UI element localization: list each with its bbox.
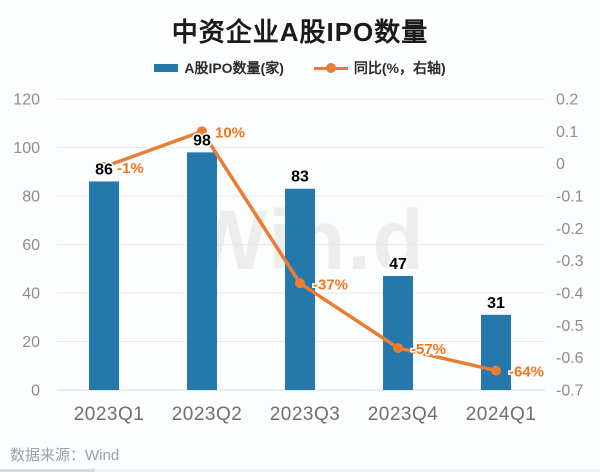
left-axis-tick-label: 20 — [22, 334, 40, 351]
right-axis-tick-label: -0.1 — [556, 189, 584, 206]
right-axis-tick-label: -0.5 — [556, 318, 584, 335]
x-axis-category-label: 2023Q3 — [270, 404, 341, 425]
right-axis-tick-label: -0.2 — [556, 221, 584, 238]
line-series-swatch-icon — [313, 63, 348, 73]
bar-value-label: 98 — [193, 132, 211, 149]
bar — [383, 276, 413, 390]
line-marker-dot — [99, 161, 109, 172]
bar-value-label: 31 — [487, 295, 505, 312]
line-marker-dot — [197, 126, 207, 137]
x-axis-category-label: 2023Q4 — [368, 404, 439, 425]
bar — [481, 314, 511, 390]
data-source-label: 数据来源：Wind — [10, 447, 120, 464]
legend-bar-label: A股IPO数量(家) — [184, 60, 284, 76]
right-axis-tick-label: -0.4 — [556, 286, 584, 303]
left-axis-tick-label: 120 — [13, 92, 40, 109]
left-axis-tick-label: 0 — [31, 383, 40, 400]
right-axis-tick-label: -0.3 — [556, 253, 584, 270]
bar-series-swatch-icon — [154, 64, 179, 72]
chart-title: 中资企业A股IPO数量 — [171, 17, 429, 47]
legend-item-bar-series: A股IPO数量(家) — [154, 58, 284, 78]
x-axis-category-label: 2023Q1 — [74, 404, 145, 425]
line-marker-dot — [295, 278, 305, 289]
left-axis-tick-label: 100 — [13, 140, 40, 157]
yoy-pct-label: -64% — [509, 364, 544, 381]
bar-value-label: 83 — [291, 169, 309, 186]
line-marker-dot — [393, 342, 403, 353]
x-axis-category-label: 2024Q1 — [466, 404, 537, 425]
bar — [187, 152, 217, 390]
legend-line-label: 同比(%，右轴) — [353, 60, 446, 76]
line-marker-dot — [491, 365, 501, 376]
bar-value-label: 86 — [95, 161, 113, 178]
progress-strip — [0, 469, 600, 472]
yoy-pct-label: 10% — [215, 124, 245, 141]
left-axis-tick-label: 80 — [22, 189, 40, 206]
bar-value-label: 47 — [389, 256, 407, 273]
progress-strip-segment — [0, 469, 95, 472]
yoy-pct-label: -37% — [313, 276, 348, 293]
right-axis-tick-label: 0.2 — [556, 92, 578, 109]
legend-item-line-series: 同比(%，右轴) — [313, 58, 446, 78]
bar — [89, 181, 119, 390]
yoy-pct-label: -57% — [411, 341, 446, 358]
left-axis-tick-label: 60 — [22, 237, 40, 254]
right-axis-tick-label: 0 — [556, 156, 565, 173]
left-axis-tick-label: 40 — [22, 286, 40, 303]
x-axis-category-label: 2023Q2 — [172, 404, 243, 425]
right-axis-tick-label: 0.1 — [556, 124, 578, 141]
right-axis-tick-label: -0.6 — [556, 350, 584, 367]
legend: A股IPO数量(家) 同比(%，右轴) — [0, 58, 600, 78]
right-axis-tick-label: -0.7 — [556, 383, 584, 400]
yoy-pct-label: -1% — [117, 160, 144, 177]
